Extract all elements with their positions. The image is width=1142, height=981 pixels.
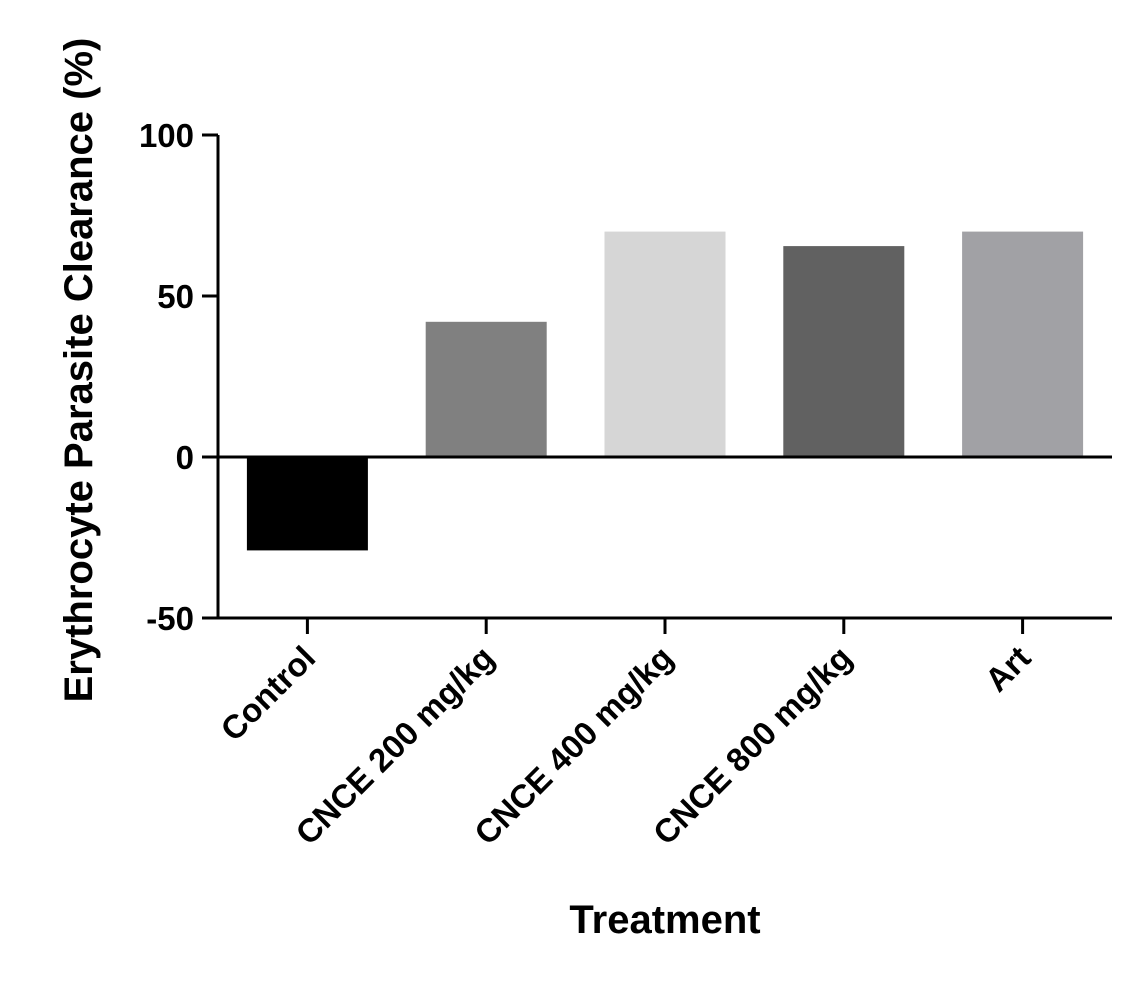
- x-tick-label-1: CNCE 200 mg/kg: [288, 639, 501, 852]
- y-tick-label-1: 50: [157, 278, 194, 315]
- x-tick-label-2: CNCE 400 mg/kg: [467, 639, 680, 852]
- y-axis-title: Erythrocyte Parasite Clearance (%): [57, 38, 101, 703]
- bar-1: [425, 321, 547, 457]
- x-tick-label-4: Art: [978, 639, 1038, 699]
- bar-4: [962, 231, 1084, 457]
- bars-layer: [246, 231, 1084, 551]
- bar-2: [604, 231, 726, 457]
- bar-0: [246, 457, 368, 551]
- bar-3: [783, 246, 905, 457]
- y-tick-label-3: -50: [146, 600, 194, 637]
- x-tick-label-3: CNCE 800 mg/kg: [646, 639, 859, 852]
- y-tick-label-0: 100: [139, 117, 194, 154]
- x-tick-label-0: Control: [213, 639, 322, 748]
- axes-layer: [202, 133, 1112, 634]
- x-axis-title: Treatment: [569, 898, 760, 942]
- y-tick-label-2: 0: [176, 439, 194, 476]
